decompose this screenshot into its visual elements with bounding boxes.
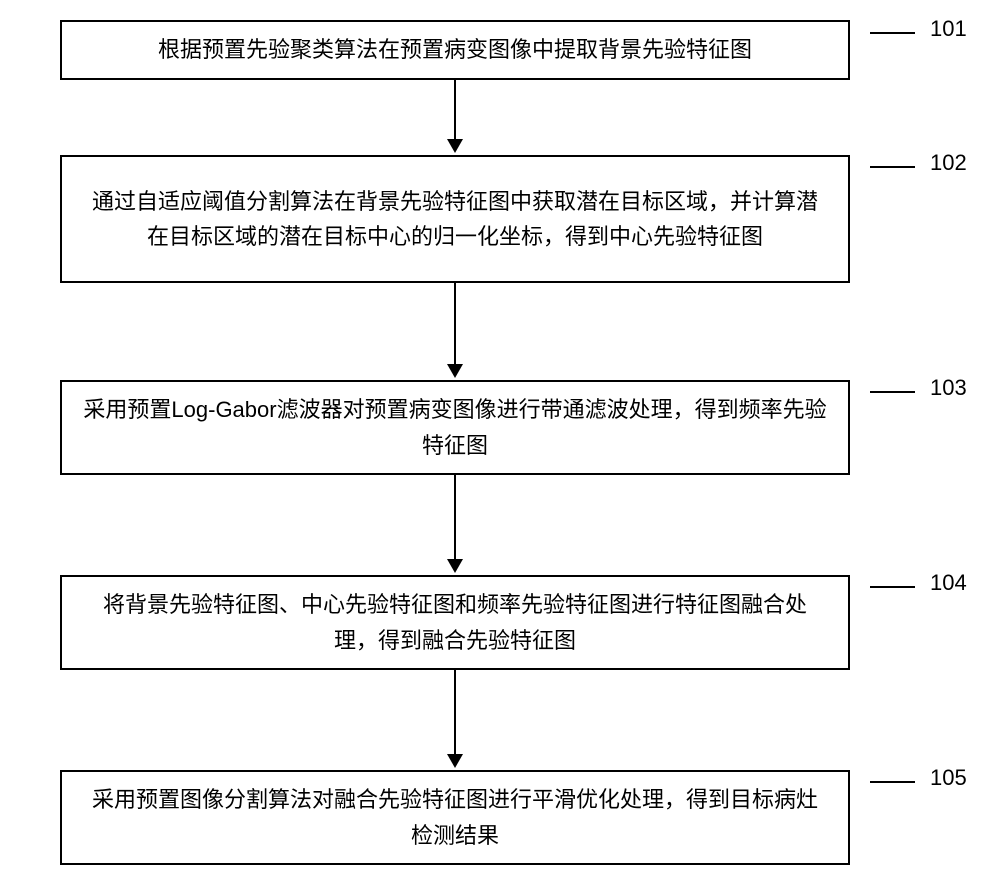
step-label-104: 104 [930,570,967,596]
step-label-102: 102 [930,150,967,176]
flowchart-container: 根据预置先验聚类算法在预置病变图像中提取背景先验特征图 101 通过自适应阈值分… [0,0,1000,896]
arrow-103-104 [447,475,463,573]
step-text-104: 将背景先验特征图、中心先验特征图和频率先验特征图进行特征图融合处理，得到融合先验… [82,587,828,657]
label-line-103 [870,391,915,393]
label-line-102 [870,166,915,168]
arrow-104-105 [447,670,463,768]
arrow-101-102 [447,80,463,153]
label-line-104 [870,586,915,588]
step-box-104: 将背景先验特征图、中心先验特征图和频率先验特征图进行特征图融合处理，得到融合先验… [60,575,850,670]
arrow-102-103 [447,283,463,378]
step-text-102: 通过自适应阈值分割算法在背景先验特征图中获取潜在目标区域，并计算潜在目标区域的潜… [82,184,828,254]
step-label-103: 103 [930,375,967,401]
label-line-105 [870,781,915,783]
step-box-102: 通过自适应阈值分割算法在背景先验特征图中获取潜在目标区域，并计算潜在目标区域的潜… [60,155,850,283]
step-text-103: 采用预置Log-Gabor滤波器对预置病变图像进行带通滤波处理，得到频率先验特征… [82,392,828,462]
label-line-101 [870,32,915,34]
step-label-105: 105 [930,765,967,791]
step-text-101: 根据预置先验聚类算法在预置病变图像中提取背景先验特征图 [158,32,752,67]
step-box-101: 根据预置先验聚类算法在预置病变图像中提取背景先验特征图 [60,20,850,80]
step-box-103: 采用预置Log-Gabor滤波器对预置病变图像进行带通滤波处理，得到频率先验特征… [60,380,850,475]
step-label-101: 101 [930,16,967,42]
step-text-105: 采用预置图像分割算法对融合先验特征图进行平滑优化处理，得到目标病灶检测结果 [82,782,828,852]
step-box-105: 采用预置图像分割算法对融合先验特征图进行平滑优化处理，得到目标病灶检测结果 [60,770,850,865]
